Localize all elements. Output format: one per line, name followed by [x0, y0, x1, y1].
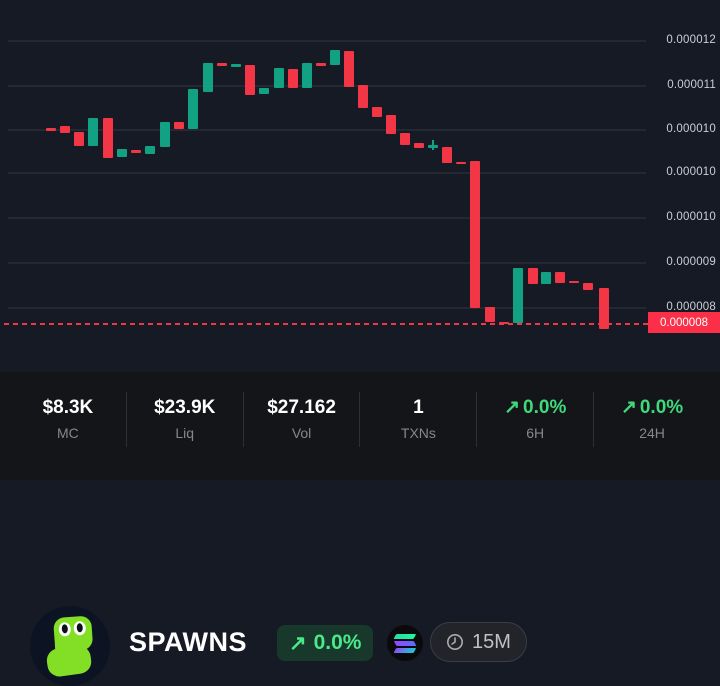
y-axis-label: 0.000008: [666, 301, 716, 313]
price-change-value: 0.0%: [313, 631, 362, 654]
candle: [174, 122, 184, 129]
y-axis-label: 0.000011: [667, 79, 716, 91]
candle: [160, 122, 170, 147]
stat-label: 24H: [639, 425, 665, 441]
token-chart-screen: 0.000012 0.000011 0.000010 0.000010 0.000010…: [0, 34, 720, 679]
y-axis-label: 0.000012: [666, 34, 716, 46]
stat-label: MC: [57, 425, 79, 441]
candle: [541, 272, 551, 284]
candle: [358, 85, 368, 108]
stat-mc: $8.3K MC: [10, 392, 126, 447]
stat-value: $8.3K: [42, 397, 94, 418]
up-right-arrow-icon: ↗: [620, 397, 637, 418]
candle: [302, 63, 312, 88]
y-axis-label: 0.000009: [666, 256, 716, 268]
gridline: [8, 262, 646, 264]
candle: [46, 128, 56, 131]
candle: [316, 63, 326, 66]
stat-label: TXNs: [400, 425, 436, 441]
candle: [203, 63, 213, 92]
stat-value: $27.162: [267, 397, 336, 418]
stat-liq: $23.9K Liq: [125, 392, 243, 447]
stat-label: Liq: [175, 425, 195, 441]
gridline: [8, 307, 646, 309]
candle: [231, 64, 241, 67]
candle: [555, 272, 565, 283]
candle: [259, 88, 269, 94]
candle: [145, 146, 155, 154]
candle: [217, 63, 227, 66]
candle: [470, 161, 480, 308]
candle: [60, 126, 70, 133]
candle: [569, 281, 579, 283]
timeframe-selector[interactable]: 15M: [430, 622, 527, 662]
stat-txns: 1 TXNs: [359, 392, 476, 447]
y-axis-label: 0.000010: [666, 211, 716, 223]
candle: [117, 149, 127, 157]
candle: [188, 89, 198, 129]
y-axis-label: 0.000010: [666, 123, 716, 135]
token-name: SPAWNS: [129, 627, 248, 657]
price-line: [4, 323, 648, 325]
timeframe-label: 15M: [472, 630, 511, 653]
gridline: [8, 129, 646, 131]
candle: [583, 283, 593, 290]
candle: [456, 162, 466, 164]
worm-mascot-icon: [44, 615, 96, 679]
candle: [103, 118, 113, 158]
stat-value: 1: [413, 397, 424, 418]
stat-24h: ↗ 0.0% 24H: [593, 392, 710, 447]
candle: [386, 115, 396, 134]
gridline: [8, 85, 646, 87]
candle: [442, 147, 452, 163]
stat-6h: ↗ 0.0% 6H: [476, 392, 593, 447]
price-tag: 0.000008: [648, 312, 720, 333]
stat-value: $23.9K: [154, 397, 216, 418]
candle: [485, 307, 495, 322]
candle: [330, 50, 340, 65]
y-axis-label: 0.000010: [666, 166, 716, 178]
clock-icon: [446, 633, 464, 651]
gridline: [8, 217, 646, 219]
up-right-arrow-icon: ↗: [504, 397, 521, 418]
candle: [88, 118, 98, 146]
stat-value: 0.0%: [523, 397, 567, 418]
candle: [131, 150, 141, 153]
stat-value: 0.0%: [639, 397, 684, 418]
up-right-arrow-icon: ↗: [289, 631, 307, 655]
candle: [344, 51, 354, 87]
price-change-badge: ↗ 0.0%: [277, 625, 374, 661]
stats-bar: $8.3K MC $23.9K Liq $27.162 Vol 1 TXNs ↗…: [0, 372, 720, 480]
solana-icon: [387, 625, 423, 661]
token-logo: [30, 606, 110, 686]
stat-vol: $27.162 Vol: [242, 392, 360, 447]
gridline: [8, 172, 646, 174]
candle: [428, 145, 438, 148]
candle: [74, 132, 84, 146]
candle: [274, 68, 284, 88]
candle: [288, 69, 298, 88]
candle: [599, 288, 609, 329]
stat-label: Vol: [291, 425, 312, 441]
candle: [245, 65, 255, 95]
stat-label: 6H: [526, 425, 545, 441]
candle: [414, 143, 424, 148]
candle: [513, 268, 523, 323]
candlestick-chart: 0.000012 0.000011 0.000010 0.000010 0.000010…: [4, 34, 720, 333]
candle: [372, 107, 382, 117]
candle: [528, 268, 538, 284]
gridline: [8, 40, 646, 42]
candle: [400, 133, 410, 145]
